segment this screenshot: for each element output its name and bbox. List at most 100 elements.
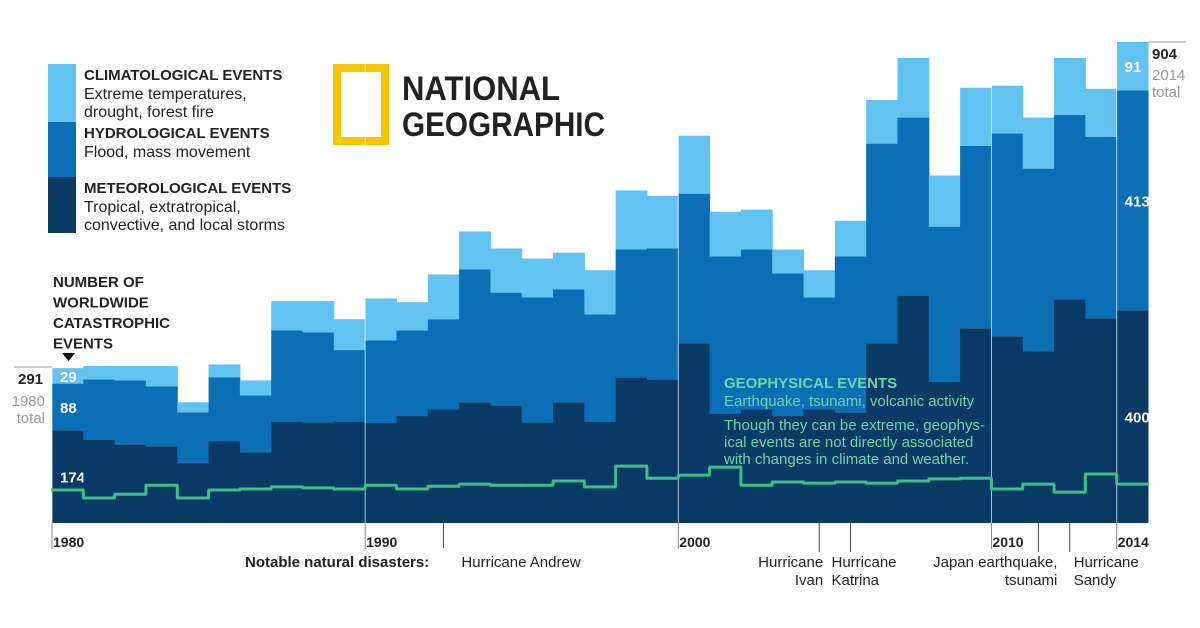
bar-segment xyxy=(897,295,930,523)
bar-segment xyxy=(114,380,147,445)
bar-segment xyxy=(302,422,335,523)
bar-segment xyxy=(239,380,272,396)
x-tick-label: 1990 xyxy=(366,534,397,550)
brand: NATIONAL xyxy=(402,70,560,108)
brand: GEOGRAPHIC xyxy=(402,106,605,144)
bar-segment xyxy=(740,409,773,523)
bar-segment xyxy=(271,421,304,523)
bar-segment xyxy=(646,195,679,249)
bar-segment xyxy=(772,273,805,417)
bar-segment xyxy=(396,330,429,417)
bar-segment xyxy=(1116,42,1149,91)
bar-segment xyxy=(678,343,711,523)
disaster-label: Sandy xyxy=(1074,572,1117,589)
disaster-label: Hurricane xyxy=(758,554,823,571)
bar-segment xyxy=(427,319,460,410)
legend-description: drought, forest fire xyxy=(84,104,214,121)
bar-segment xyxy=(803,270,836,298)
legend-swatch xyxy=(48,122,76,177)
bar-segment xyxy=(1085,136,1118,319)
total-word: total xyxy=(1152,84,1180,101)
bar-segment xyxy=(584,421,617,523)
bar-segment xyxy=(991,133,1024,337)
bar-segment xyxy=(897,57,930,118)
bar-segment xyxy=(365,298,397,341)
legend-description: Flood, mass movement xyxy=(84,144,251,161)
bar-segment xyxy=(459,402,491,523)
bar-segment xyxy=(52,368,84,384)
bar-segment xyxy=(1054,114,1086,300)
bar-segment xyxy=(772,416,805,523)
bar-segment xyxy=(396,416,429,523)
legend-label: CLIMATOLOGICAL EVENTS xyxy=(84,67,282,84)
geo-note: with changes in climate and weather. xyxy=(723,451,969,468)
bar-segment xyxy=(145,366,178,387)
disaster-label: Hurricane Andrew xyxy=(461,554,580,571)
bar-segment xyxy=(866,143,898,344)
x-tick-label: 2014 xyxy=(1118,534,1149,550)
bar-segment xyxy=(553,289,585,403)
bar-segment xyxy=(709,256,742,414)
bar-segment xyxy=(834,220,867,257)
bar-segment xyxy=(1022,168,1055,352)
total-word: total xyxy=(17,410,45,427)
bar-segment xyxy=(521,297,554,423)
bar-segment xyxy=(866,343,898,523)
value-label: 413 xyxy=(1125,193,1150,210)
bar-segment xyxy=(52,383,84,431)
total-year: 1980 xyxy=(12,393,45,410)
bar-segment xyxy=(584,270,617,315)
bar-segment xyxy=(991,336,1024,523)
value-label: 91 xyxy=(1125,59,1142,76)
bar-segment xyxy=(553,252,585,290)
value-label: 29 xyxy=(60,369,77,386)
logo-frame xyxy=(333,64,389,145)
bar-segment xyxy=(271,301,304,331)
legend-label: METEOROLOGICAL EVENTS xyxy=(84,180,291,197)
bar-segment xyxy=(646,248,679,380)
disasters-title: Notable natural disasters: xyxy=(245,554,429,571)
bar-segment xyxy=(960,328,992,523)
legend-description: Extreme temperatures, xyxy=(84,86,247,103)
value-label: 88 xyxy=(60,400,77,417)
bar-segment xyxy=(928,226,961,382)
total-year: 2014 xyxy=(1152,67,1185,84)
bar-segment xyxy=(1054,57,1086,115)
bar-segment xyxy=(1085,88,1118,137)
bar-segment xyxy=(333,421,366,523)
value-label: 174 xyxy=(60,470,86,487)
x-tick-label: 2000 xyxy=(679,534,710,550)
bar-segment xyxy=(678,193,711,344)
bar-segment xyxy=(1116,310,1149,523)
geo-note: Though they can be extreme, geophys- xyxy=(724,417,985,434)
x-tick-label: 2010 xyxy=(992,534,1023,550)
legend-description: convective, and local storms xyxy=(84,217,285,234)
bar-segment xyxy=(1022,351,1055,523)
bar-segment xyxy=(459,269,491,403)
legend-description: Tropical, extratropical, xyxy=(84,199,241,216)
bar-segment xyxy=(83,366,116,380)
bar-segment xyxy=(333,350,366,422)
disaster-label: Hurricane xyxy=(832,554,897,571)
bar-segment xyxy=(960,87,992,146)
bar-segment xyxy=(615,249,648,378)
bar-segment xyxy=(239,395,272,453)
bar-segment xyxy=(709,211,742,257)
bar-segment xyxy=(114,366,147,381)
geo-note: ical events are not directly associated xyxy=(724,434,973,451)
bar-segment xyxy=(740,209,773,250)
x-tick-label: 1980 xyxy=(53,534,84,550)
bar-segment xyxy=(365,340,397,423)
bar-segment xyxy=(490,248,523,293)
bar-segment xyxy=(1116,90,1149,311)
bar-segment xyxy=(83,379,116,440)
bar-segment xyxy=(521,258,554,298)
bar-segment xyxy=(553,402,585,523)
bar-segment xyxy=(177,402,210,413)
bar-segment xyxy=(365,422,397,523)
heading: CATASTROPHIC xyxy=(53,315,170,332)
bar-segment xyxy=(396,302,429,331)
bar-segment xyxy=(960,145,992,329)
